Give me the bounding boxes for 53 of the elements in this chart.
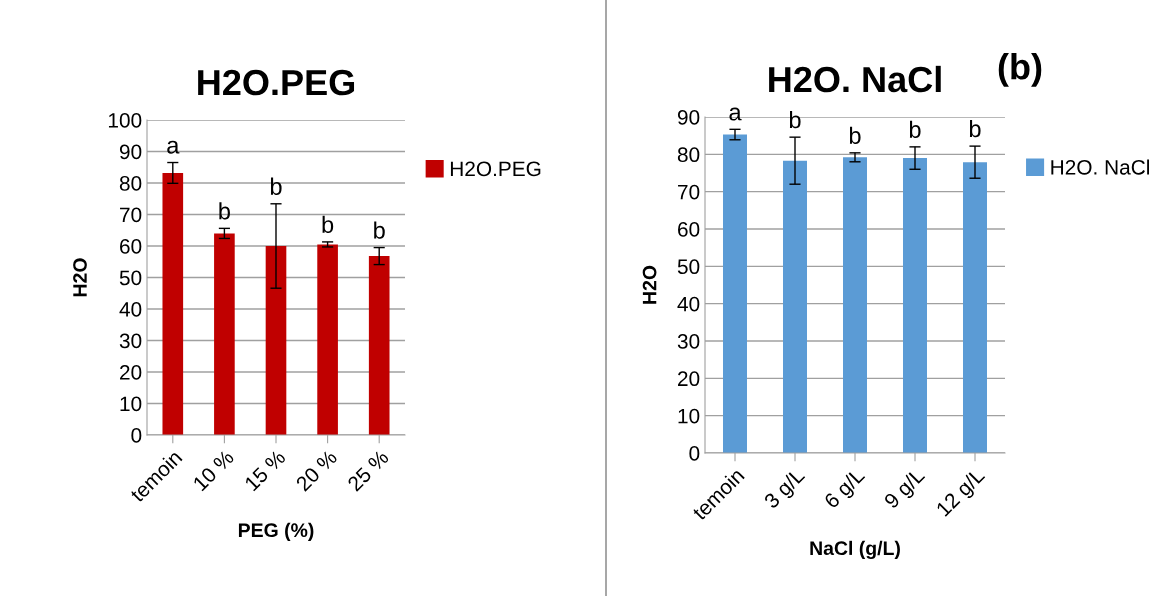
x-tick-label: 15 %	[244, 449, 287, 492]
y-tick-label: 70	[678, 184, 700, 200]
x-tick-label: 9 g/L	[882, 466, 929, 512]
x-tick-label: 20 %	[295, 449, 338, 492]
y-tick-label: 0	[131, 428, 142, 443]
x-axis-title: PEG (%)	[238, 522, 314, 541]
x-tick-label: 25 %	[346, 449, 390, 492]
y-tick-label: 30	[119, 333, 142, 349]
chart-title: H2O. NaCl	[769, 65, 941, 93]
annotation: b	[909, 120, 921, 139]
x-tick-label: 6 g/L	[822, 466, 869, 512]
y-tick-label: 60	[120, 239, 142, 254]
y-axis-title: H2O	[73, 258, 87, 297]
annotation: a	[167, 140, 180, 154]
y-tick-label: 30	[677, 334, 700, 349]
x-tick-label: 10 %	[192, 449, 235, 492]
y-tick-label: 60	[678, 222, 700, 237]
legend-label: H2O.PEG	[450, 161, 541, 177]
y-tick-label: 80	[119, 176, 142, 191]
y-tick-label: 40	[677, 296, 700, 312]
legend-label: H2O. NaCl	[1051, 159, 1149, 175]
y-tick-label: 10	[120, 396, 142, 412]
annotation: a	[729, 107, 742, 121]
y-tick-label: 0	[689, 446, 700, 461]
annotation: b	[374, 221, 385, 239]
x-tick-label: 12 g/L	[935, 466, 989, 520]
y-tick-label: 100	[108, 113, 142, 128]
annotation: b	[322, 215, 334, 234]
annotation: b	[270, 177, 282, 195]
chart-title: H2O.PEG	[198, 69, 355, 96]
annotation: b	[969, 119, 981, 138]
annotation: b	[219, 202, 230, 220]
y-tick-label: 20	[120, 365, 142, 380]
y-tick-label: 20	[678, 371, 700, 387]
y-tick-label: 50	[119, 270, 142, 286]
annotation: b	[849, 126, 861, 145]
y-tick-label: 90	[677, 110, 700, 125]
y-tick-label: 40	[119, 302, 142, 317]
y-tick-label: 80	[677, 147, 700, 163]
bar	[162, 172, 184, 435]
x-axis-title: NaCl (g/L)	[810, 540, 900, 560]
annotation: b	[789, 110, 801, 129]
bar	[265, 246, 287, 435]
bar	[368, 256, 390, 435]
y-tick-label: 50	[677, 259, 700, 275]
x-tick-label: 3 g/L	[762, 466, 809, 513]
y-tick-label: 10	[678, 408, 700, 424]
text: (b)	[998, 53, 1042, 87]
bar	[214, 233, 235, 435]
y-tick-label: 70	[120, 207, 142, 223]
y-tick-label: 90	[119, 144, 142, 160]
y-axis-title: H2O	[642, 265, 657, 304]
bar	[317, 244, 338, 435]
